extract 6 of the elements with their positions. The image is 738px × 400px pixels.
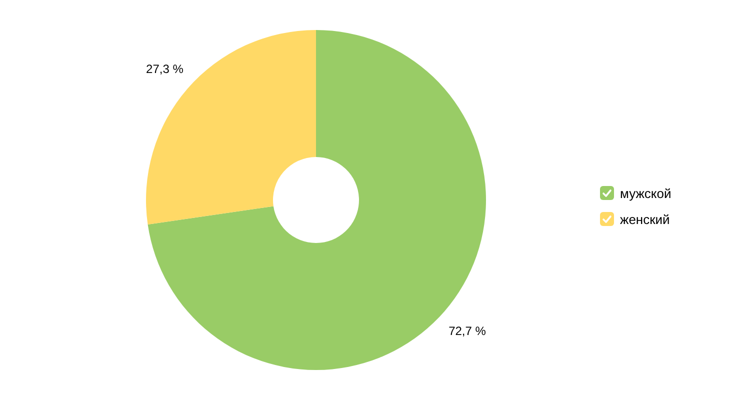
legend-label: мужской — [620, 186, 672, 200]
donut-slice — [148, 30, 486, 370]
donut-slice — [146, 30, 316, 224]
data-label: 27,3 % — [146, 62, 184, 76]
legend-label: женский — [620, 212, 670, 226]
data-label: 72,7 % — [448, 324, 486, 338]
